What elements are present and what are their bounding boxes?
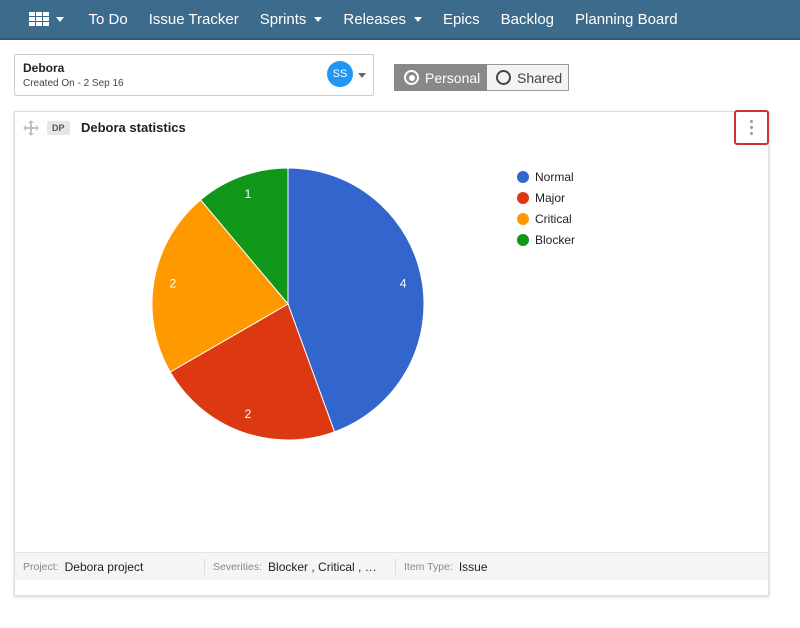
nav-item-label: To Do xyxy=(88,10,128,28)
statistics-widget: DP Debora statistics 4 2 2 1 Normal Major Cri… xyxy=(14,110,769,596)
item-type-label: Item Type: xyxy=(404,560,453,573)
dashboard-created-date: Created On - 2 Sep 16 xyxy=(23,78,124,89)
pie-slice-normal[interactable] xyxy=(287,167,425,433)
legend-swatch xyxy=(517,170,529,183)
widget-footer: Project: Debora project Severities: Bloc… xyxy=(15,552,768,580)
project-value: Debora project xyxy=(64,559,144,574)
personal-label: Personal xyxy=(425,69,481,86)
shared-label: Shared xyxy=(517,69,563,86)
nav-epics[interactable]: Epics xyxy=(432,0,490,39)
nav-item-label: Backlog xyxy=(500,10,555,28)
top-nav: To Do Issue Tracker Sprints Releases Epics Ba… xyxy=(0,0,800,40)
pie-slice-major[interactable] xyxy=(169,303,336,441)
legend-item-critical[interactable]: Critical xyxy=(517,208,575,229)
legend-swatch xyxy=(517,191,529,204)
legend-item-major[interactable]: Major xyxy=(517,187,575,208)
chevron-down-icon xyxy=(314,16,323,22)
move-icon[interactable] xyxy=(23,120,39,136)
divider xyxy=(204,558,205,575)
pie-slice-value-label: 4 xyxy=(400,277,407,291)
dashboard-name: Debora xyxy=(23,61,65,75)
severities-info: Severities: Blocker , Critical , Major ,… xyxy=(205,558,395,576)
nav-item-label: Issue Tracker xyxy=(148,10,239,28)
radio-selected-icon xyxy=(404,70,419,85)
project-info: Project: Debora project xyxy=(15,558,204,576)
legend-label: Major xyxy=(535,190,566,205)
nav-to-do[interactable]: To Do xyxy=(78,0,138,39)
legend-label: Blocker xyxy=(535,232,576,247)
nav-item-label: Epics xyxy=(442,10,480,28)
pie-slice-value-label: 1 xyxy=(245,187,252,201)
avatar[interactable]: SS xyxy=(327,61,353,87)
apps-menu-button[interactable] xyxy=(29,0,64,39)
chevron-down-icon xyxy=(56,16,64,22)
project-badge: DP xyxy=(47,121,70,135)
legend-swatch xyxy=(517,212,529,225)
legend-label: Normal xyxy=(535,169,574,184)
legend-label: Critical xyxy=(535,211,572,226)
divider xyxy=(395,558,396,575)
personal-option[interactable]: Personal xyxy=(394,64,487,91)
view-toggle: Personal Shared xyxy=(394,64,569,91)
item-type-info: Item Type: Issue xyxy=(396,558,488,576)
legend-swatch xyxy=(517,233,529,246)
grid-icon xyxy=(29,12,49,26)
pie-slice-critical[interactable] xyxy=(151,199,289,373)
shared-option[interactable]: Shared xyxy=(487,64,569,91)
pie-slice-blocker[interactable] xyxy=(199,167,289,306)
chevron-down-icon xyxy=(358,73,366,78)
project-label: Project: xyxy=(23,560,59,573)
severities-value: Blocker , Critical , Major , Normal xyxy=(268,559,378,574)
nav-releases[interactable]: Releases xyxy=(333,0,433,39)
nav-backlog[interactable]: Backlog xyxy=(490,0,564,39)
dashboard-selector[interactable]: Debora Created On - 2 Sep 16 SS xyxy=(14,54,374,96)
nav-issue-tracker[interactable]: Issue Tracker xyxy=(138,0,249,39)
chevron-down-icon xyxy=(413,16,422,22)
legend-item-normal[interactable]: Normal xyxy=(517,166,575,187)
nav-item-label: Sprints xyxy=(259,10,307,28)
severities-label: Severities: xyxy=(213,560,263,573)
more-options-icon[interactable] xyxy=(734,110,769,145)
nav-items: To Do Issue Tracker Sprints Releases Epics Ba… xyxy=(78,0,688,39)
pie-slice-value-label: 2 xyxy=(245,407,252,421)
widget-title: Debora statistics xyxy=(81,120,186,135)
nav-planning-board[interactable]: Planning Board xyxy=(565,0,689,39)
item-type-value: Issue xyxy=(458,559,488,574)
nav-sprints[interactable]: Sprints xyxy=(249,0,333,39)
radio-unselected-icon xyxy=(496,70,511,85)
pie-slice-value-label: 2 xyxy=(169,277,176,291)
chart-legend: Normal Major Critical Blocker xyxy=(517,166,575,250)
pie-chart: 4 2 2 1 xyxy=(151,167,425,441)
legend-item-blocker[interactable]: Blocker xyxy=(517,229,575,250)
nav-item-label: Releases xyxy=(343,10,406,28)
nav-item-label: Planning Board xyxy=(575,10,678,28)
